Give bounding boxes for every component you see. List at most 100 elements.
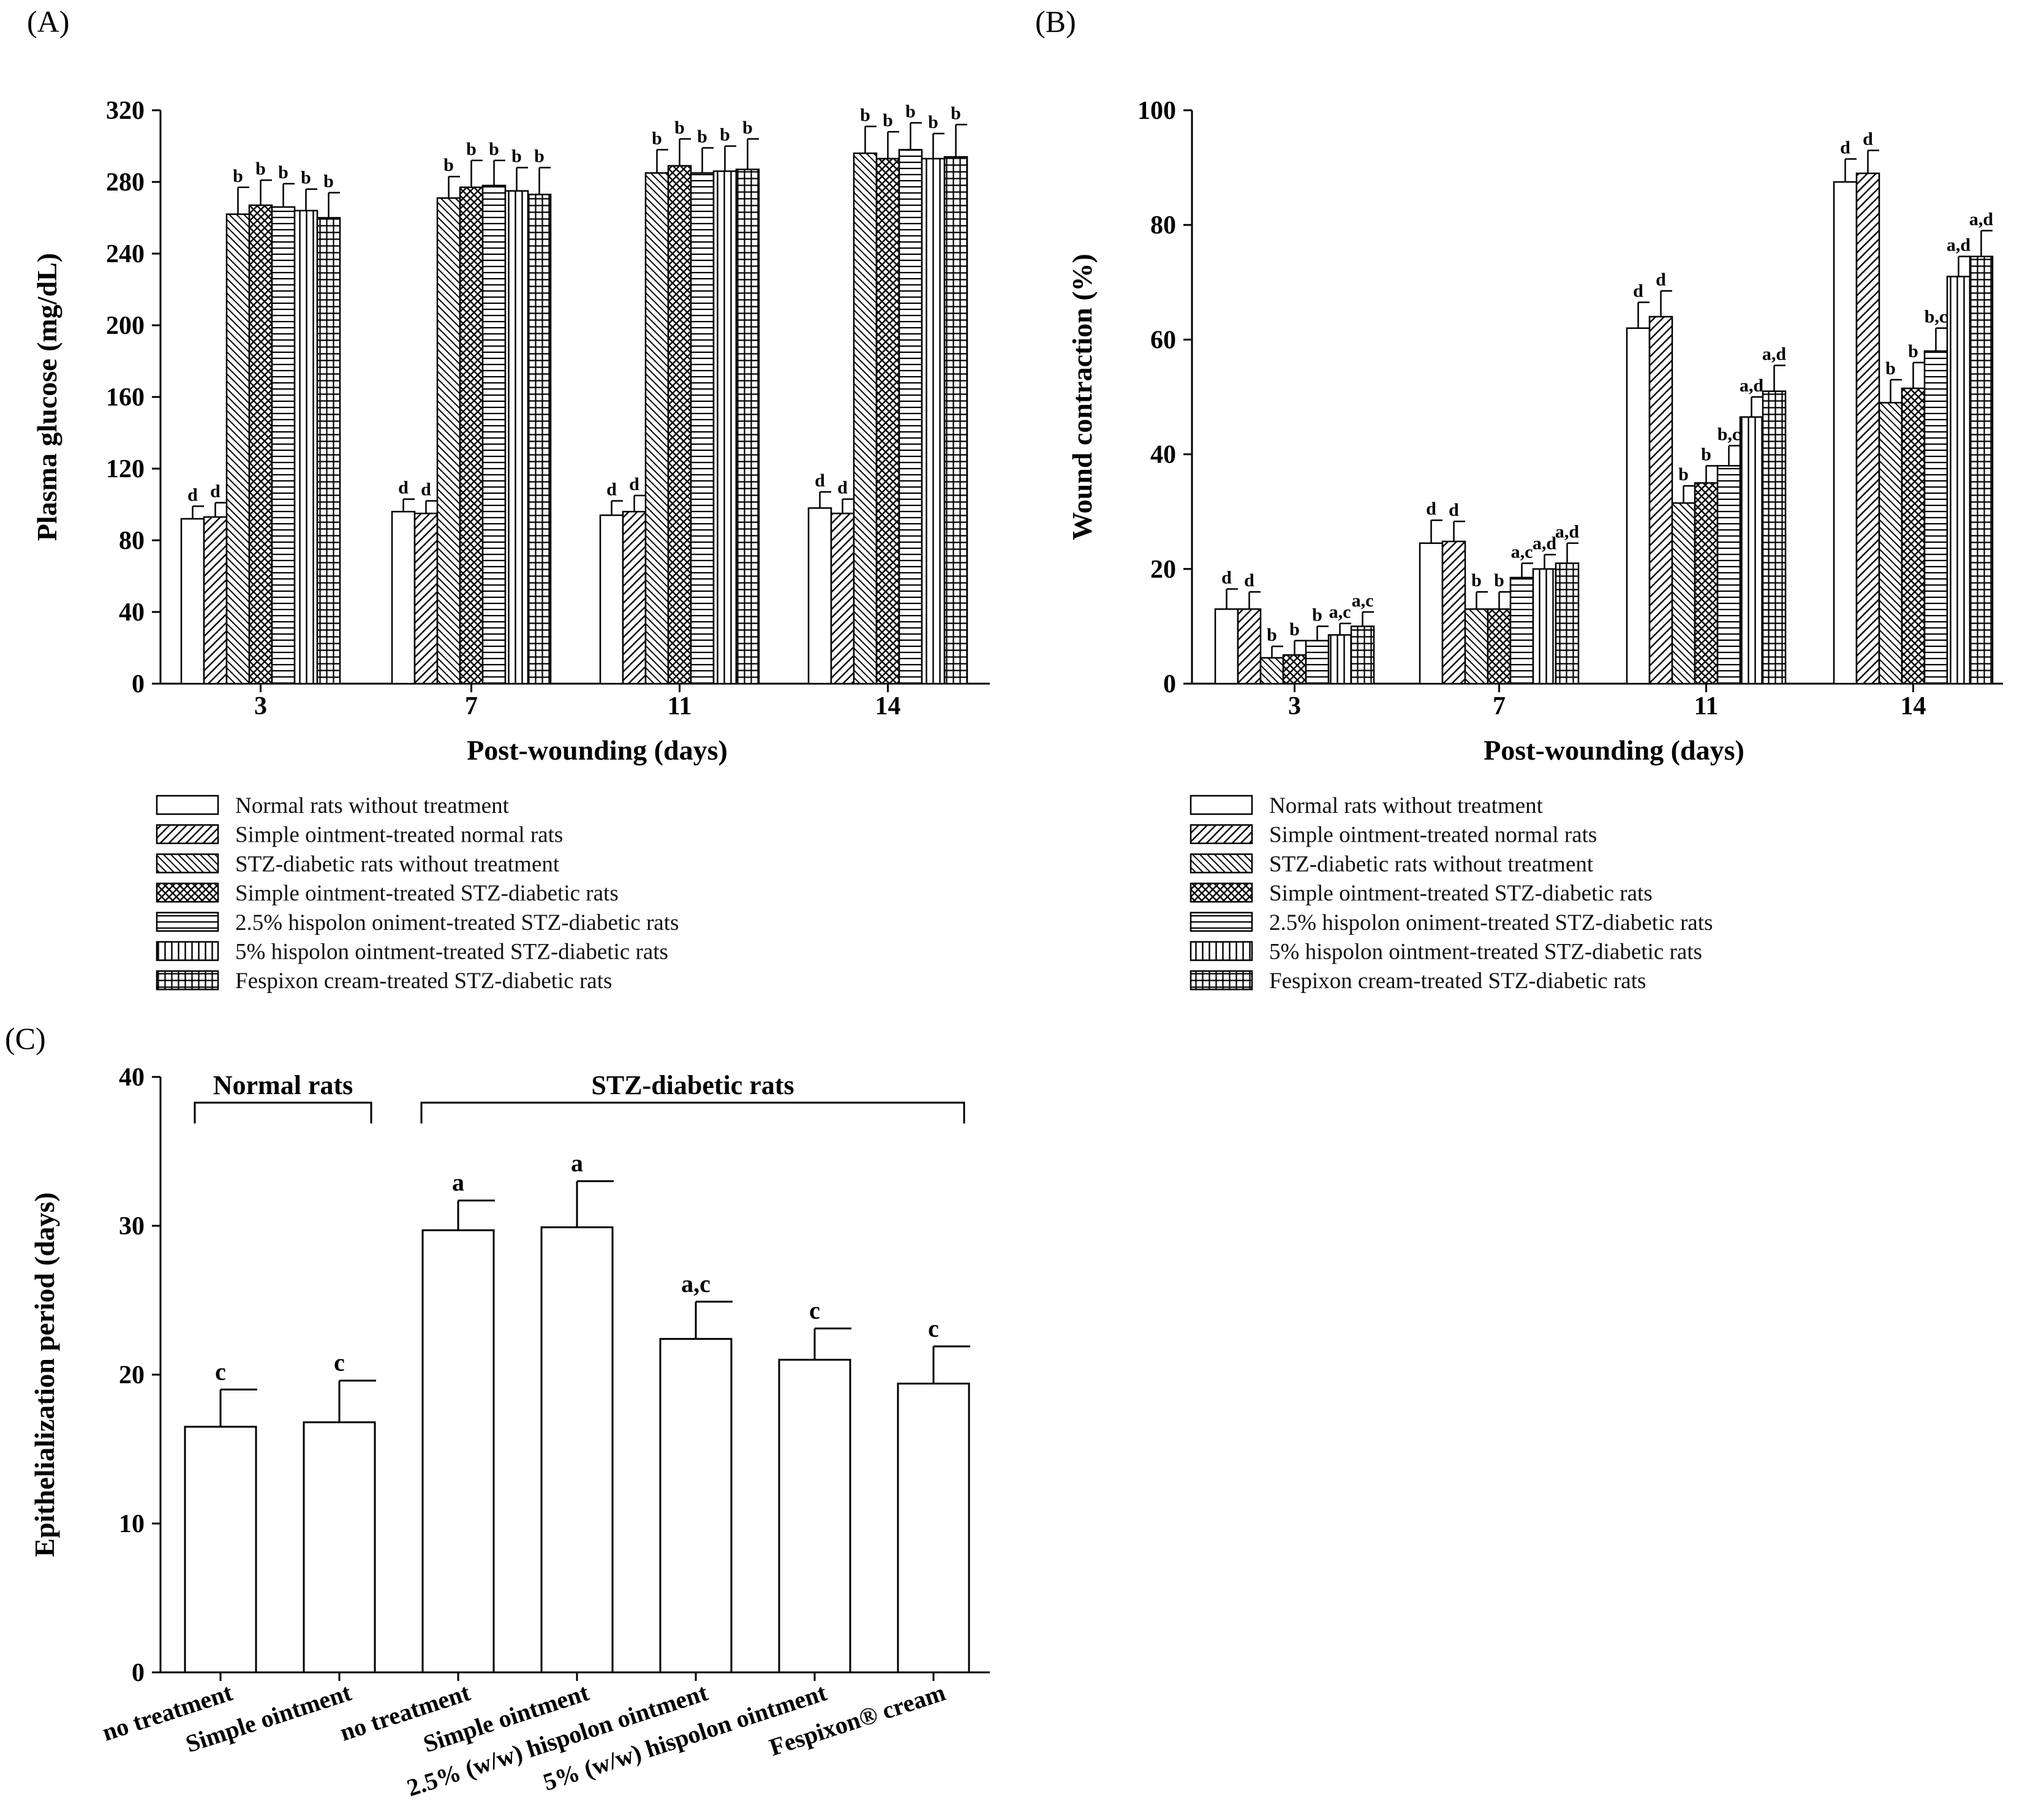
panel-a-bar — [667, 165, 692, 685]
panel-a-significance-label: b — [951, 103, 961, 123]
panel-b-bar — [1441, 540, 1466, 685]
panel-a-panel-letter: (A) — [27, 4, 69, 39]
panel-b-significance-label: a,d — [1762, 344, 1787, 364]
panel-c-y-tick-label: 30 — [119, 1212, 145, 1240]
panel-a-bar — [391, 510, 416, 685]
panel-a-y-tick-label: 160 — [106, 383, 145, 412]
panel-a-bar — [807, 507, 832, 685]
panel-c-bar — [303, 1421, 376, 1674]
panel-a-legend-label: STZ-diabetic rats without treatment — [235, 851, 560, 877]
panel-a-y-tick-label: 0 — [132, 670, 145, 698]
panel-b-significance-label: a,d — [1969, 210, 1994, 230]
panel-b-legend-swatch — [1190, 882, 1253, 903]
panel-c-bar — [778, 1359, 851, 1674]
panel-a-significance-label: b — [301, 168, 311, 188]
panel-b-significance-label: b — [1701, 444, 1711, 464]
panel-b-significance-label: b — [1494, 570, 1504, 591]
panel-a-significance-label: d — [210, 481, 221, 502]
panel-b-significance-label: d — [1656, 270, 1666, 290]
panel-b-legend-label: 5% hispolon ointment-treated STZ-diabeti… — [1269, 940, 1702, 965]
panel-b-bar — [1878, 402, 1903, 685]
panel-a-y-tick-label: 200 — [106, 312, 145, 340]
panel-b-legend-label: Fespixon cream-treated STZ-diabetic rats — [1269, 969, 1646, 994]
panel-a-significance-label: b — [511, 146, 522, 167]
panel-b-significance-label: d — [1244, 570, 1254, 591]
panel-b-legend-swatch — [1190, 795, 1253, 815]
panel-b-legend-label: Simple ointment-treated STZ-diabetic rat… — [1269, 881, 1653, 906]
panel-a-y-tick-label: 80 — [119, 527, 145, 555]
panel-b-bar — [1694, 482, 1719, 685]
panel-a-bar — [316, 217, 341, 685]
panel-b-significance-label: b — [1885, 358, 1896, 379]
panel-a-significance-label: d — [815, 470, 825, 491]
panel-a-legend-label: Normal rats without treatment — [235, 793, 510, 818]
panel-a-legend-label: 5% hispolon ointment-treated STZ-diabeti… — [235, 940, 668, 965]
panel-a-bar — [293, 210, 319, 685]
panel-b-bar — [1282, 654, 1307, 685]
panel-a-bar — [599, 514, 624, 685]
panel-c-significance-label: c — [215, 1357, 226, 1385]
panel-a-legend-label: 2.5% hispolon oniment-treated STZ-diabet… — [235, 910, 679, 935]
panel-c-y-tick-label: 20 — [119, 1361, 145, 1389]
panel-b-significance-label: d — [1840, 138, 1850, 158]
panel-a-y-axis-title: Plasma glucose (mg/dL) — [31, 253, 62, 541]
panel-c-bar — [659, 1338, 733, 1674]
panel-b-significance-label: b — [1908, 341, 1918, 361]
panel-b-significance-label: b — [1471, 570, 1482, 591]
panel-b-y-tick-label: 80 — [1150, 211, 1176, 240]
panel-a-significance-label: d — [187, 485, 198, 505]
panel-b-significance-label: b — [1312, 605, 1322, 625]
panel-a-legend-swatch — [156, 795, 219, 815]
panel-a-bar — [527, 194, 552, 685]
panel-a-legend-swatch — [156, 912, 219, 932]
panel-a-significance-label: b — [652, 128, 662, 148]
panel-a-x-tick-label: 3 — [254, 692, 267, 720]
panel-a-significance-label: b — [233, 166, 243, 186]
panel-b-significance-label: a,c — [1352, 591, 1374, 611]
panel-a-bar — [413, 512, 439, 685]
panel-a-bar — [504, 190, 529, 685]
panel-c-group-label: STZ-diabetic rats — [591, 1070, 794, 1100]
panel-b-legend-swatch — [1190, 824, 1253, 844]
panel-a-bar — [248, 204, 273, 685]
panel-a-significance-label: b — [928, 112, 938, 132]
panel-a-bar — [712, 170, 737, 685]
panel-a-bar — [459, 186, 484, 685]
panel-a-significance-label: b — [860, 105, 870, 125]
panel-b-bar — [1648, 315, 1673, 685]
panel-a-bar — [735, 168, 760, 685]
panel-a-significance-label: b — [883, 110, 893, 130]
panel-c-group-label: Normal rats — [213, 1070, 353, 1100]
panel-a-bar — [875, 157, 900, 685]
panel-a-y-tick-label: 120 — [106, 455, 145, 483]
panel-c-significance-label: a — [452, 1169, 464, 1196]
panel-b-bar — [1855, 172, 1880, 685]
panel-b-bar — [1509, 576, 1534, 685]
panel-a-x-axis-title: Post-wounding (days) — [467, 734, 728, 766]
panel-a-y-tick-label: 280 — [106, 168, 145, 197]
panel-b-legend-label: Normal rats without treatment — [1269, 793, 1544, 818]
panel-b-significance-label: d — [1633, 281, 1643, 301]
panel-b-y-tick-label: 20 — [1150, 556, 1176, 584]
panel-c-bar — [421, 1229, 495, 1674]
panel-b-bar — [1487, 608, 1512, 685]
panel-b-bar — [1350, 625, 1375, 685]
panel-a-significance-label: d — [629, 474, 639, 494]
panel-b-panel-letter: (B) — [1035, 4, 1076, 39]
panel-a-significance-label: b — [674, 118, 685, 138]
panel-c-y-axis-title: Epithelialization period (days) — [29, 1192, 60, 1557]
panel-a-significance-label: b — [255, 159, 266, 179]
panel-a-bar — [225, 213, 251, 685]
panel-a-legend-swatch — [156, 853, 219, 874]
panel-b-bar — [1833, 181, 1858, 685]
panel-b-y-tick-label: 0 — [1163, 670, 1176, 698]
panel-a-legend-swatch — [156, 824, 219, 844]
panel-b-y-tick-label: 40 — [1150, 441, 1176, 469]
panel-a-legend-label: Fespixon cream-treated STZ-diabetic rats — [235, 969, 612, 994]
panel-c-y-tick-label: 10 — [119, 1510, 145, 1538]
panel-b-significance-label: d — [1449, 500, 1459, 520]
panel-a-significance-label: b — [697, 126, 707, 146]
panel-a-bar — [481, 184, 507, 685]
panel-a-bar — [271, 206, 296, 685]
